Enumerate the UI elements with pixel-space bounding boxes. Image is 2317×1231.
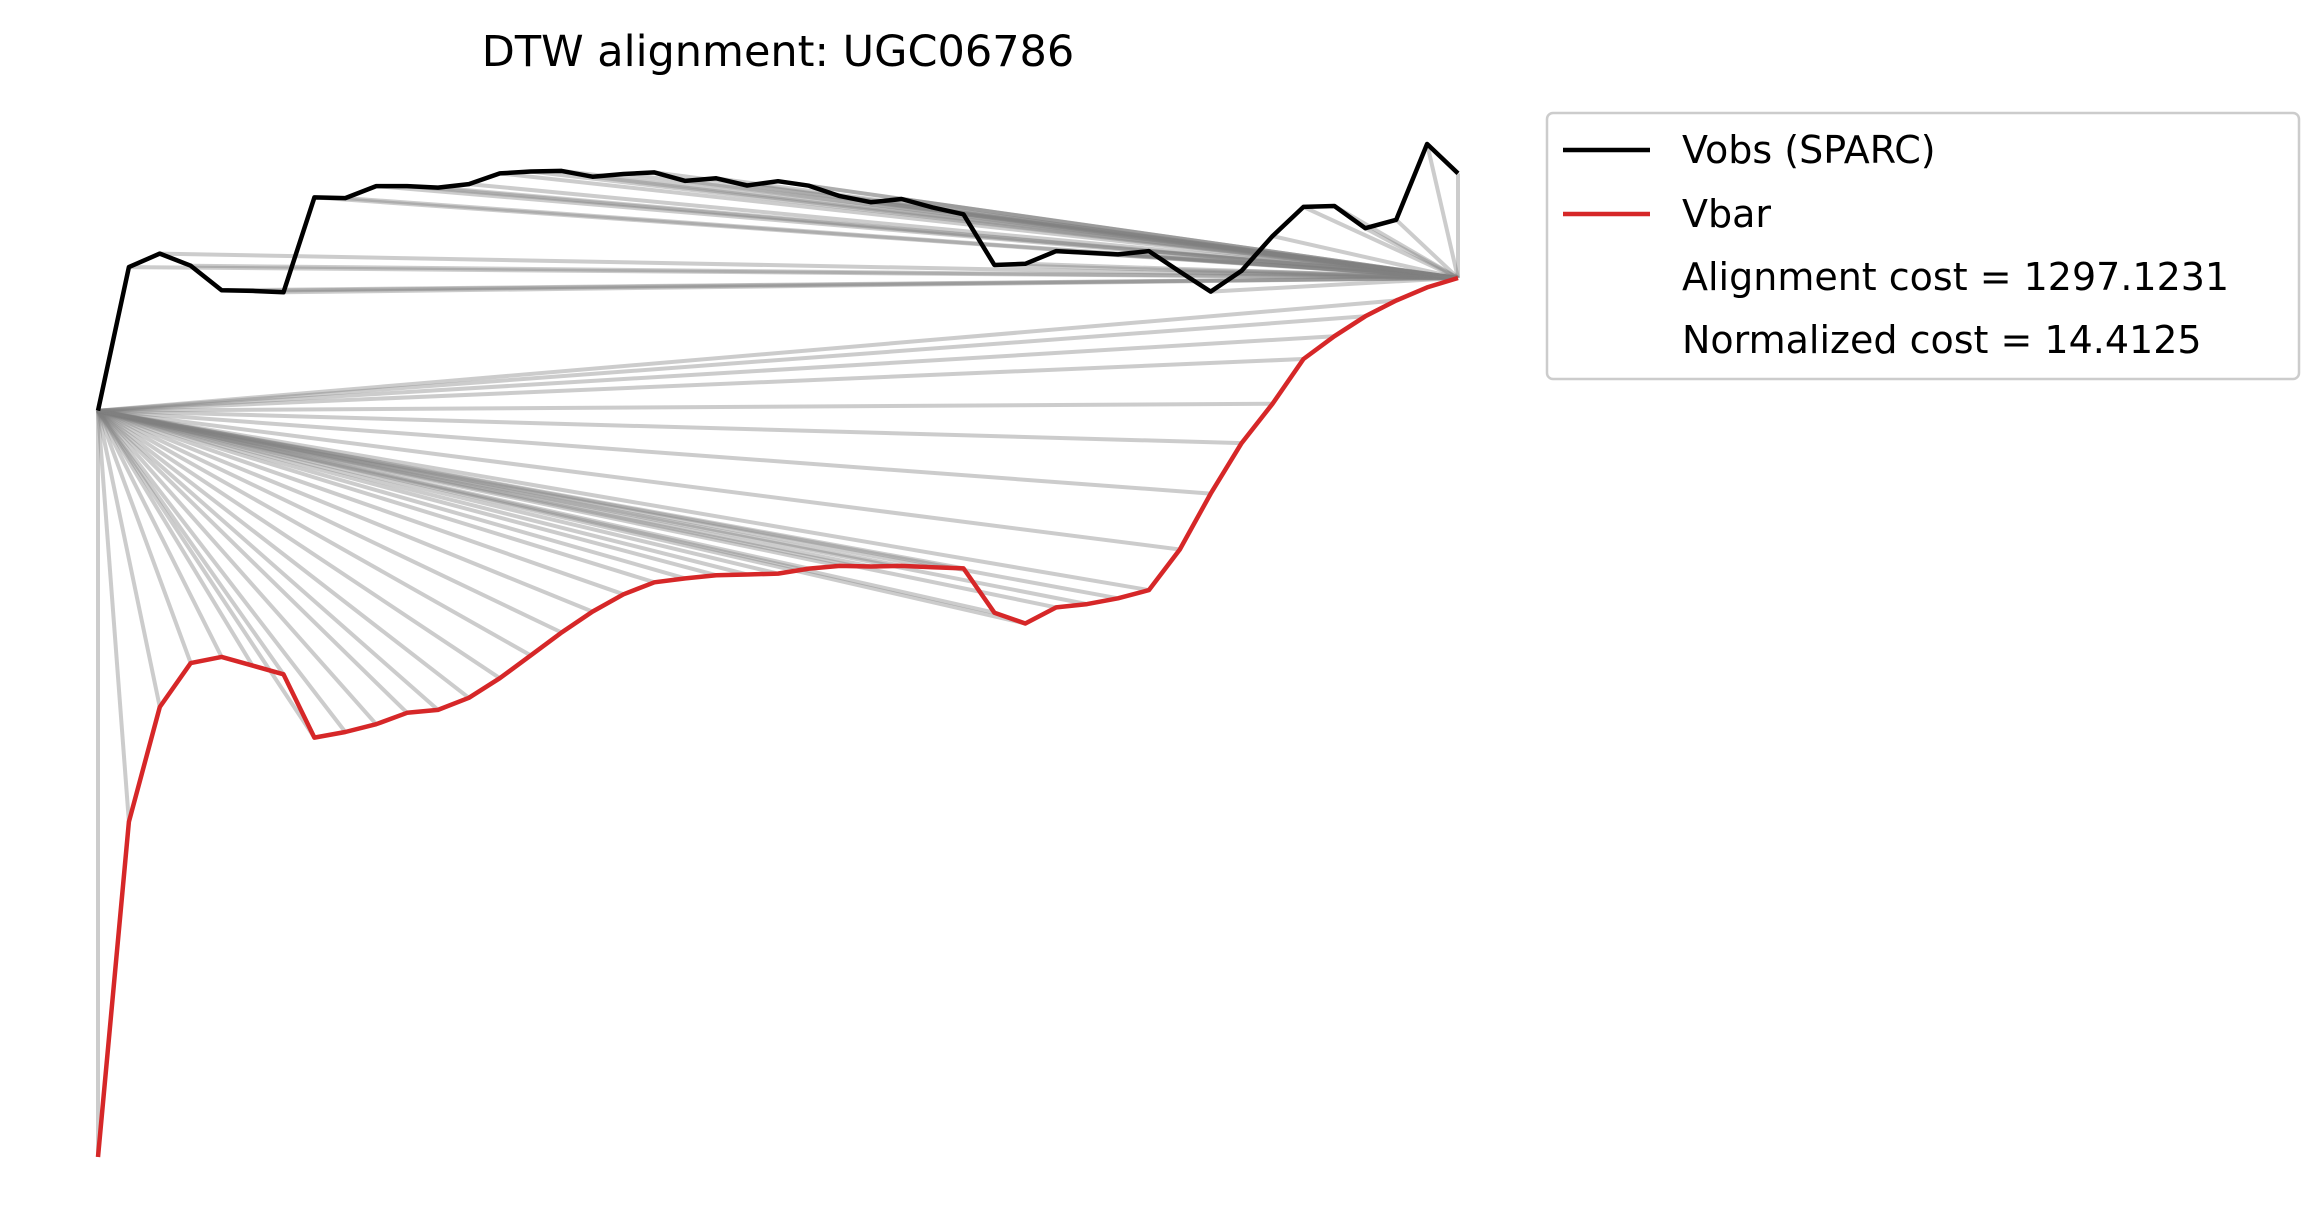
alignment-line-31 (97, 408, 1057, 610)
legend-box (1545, 111, 2301, 381)
alignment-line-7 (96, 409, 317, 739)
alignment-line-84 (1394, 218, 1460, 280)
alignment-line-81 (1302, 205, 1459, 280)
alignment-line-46 (221, 276, 1459, 293)
alignment-line-40 (97, 334, 1335, 413)
alignment-line-64 (777, 179, 1459, 280)
alignment-line-29 (97, 408, 995, 615)
alignment-line-47 (252, 276, 1459, 293)
series-line-vbar (95, 275, 1459, 1158)
alignment-line-38 (97, 401, 1273, 413)
alignment-line-32 (97, 408, 1088, 607)
alignment-line-53 (437, 185, 1459, 280)
alignment-line-27 (97, 408, 933, 570)
alignment-line-34 (97, 408, 1150, 593)
chart-title: DTW alignment: UGC06786 (482, 27, 1075, 77)
alignment-line-26 (97, 408, 902, 568)
alignment-line-30 (97, 408, 1026, 626)
alignment-line-52 (406, 184, 1459, 280)
alignment-line-5 (96, 409, 255, 667)
alignment-line-45 (190, 263, 1459, 280)
legend-alignment-cost: Alignment cost = 1297.1231 (1682, 255, 2229, 299)
series-lines (95, 141, 1460, 1158)
alignment-line-44 (159, 251, 1459, 280)
legend-label-vbar: Vbar (1682, 192, 1771, 236)
alignment-lines (96, 143, 1460, 1157)
alignment-line-25 (97, 408, 872, 569)
alignment-line-75 (1117, 252, 1459, 280)
alignment-line-48 (283, 276, 1459, 295)
alignment-line-21 (97, 408, 748, 577)
alignment-line-36 (97, 408, 1211, 496)
alignment-line-4 (96, 409, 224, 658)
legend-normalized-cost: Normalized cost = 14.4125 (1682, 318, 2202, 362)
alignment-line-55 (499, 171, 1459, 280)
alignment-line-69 (932, 205, 1459, 280)
alignment-line-71 (994, 263, 1459, 280)
alignment-line-74 (1086, 250, 1459, 280)
alignment-line-83 (1364, 226, 1459, 280)
alignment-line-85 (1425, 143, 1460, 279)
alignment-line-80 (1272, 234, 1459, 280)
alignment-line-6 (96, 409, 286, 676)
alignment-line-42 (97, 298, 1397, 413)
alignment-line-15 (97, 408, 563, 635)
alignment-line-54 (468, 182, 1459, 280)
alignment-line-82 (1333, 204, 1460, 280)
legend: Vobs (SPARC) Vbar Alignment cost = 1297.… (1545, 111, 2301, 381)
alignment-line-1 (96, 410, 131, 822)
alignment-line-23 (97, 408, 810, 571)
alignment-line-12 (96, 409, 471, 700)
alignment-line-60 (654, 170, 1459, 280)
alignment-line-58 (592, 174, 1459, 280)
alignment-line-50 (345, 196, 1459, 280)
alignment-line-24 (97, 408, 841, 568)
alignment-line-61 (685, 178, 1459, 280)
alignment-line-35 (97, 408, 1181, 552)
alignment-line-37 (97, 408, 1242, 446)
alignment-line-22 (97, 408, 779, 576)
alignment-line-9 (96, 409, 378, 726)
alignment-line-79 (1241, 268, 1459, 280)
alignment-line-41 (97, 314, 1366, 413)
alignment-line-28 (97, 408, 964, 571)
alignment-line-14 (97, 408, 532, 658)
alignment-line-68 (901, 197, 1459, 280)
alignment-line-18 (97, 408, 655, 585)
alignment-line-77 (1179, 269, 1459, 280)
alignment-line-51 (376, 184, 1459, 280)
alignment-line-17 (97, 408, 625, 597)
alignment-line-19 (97, 408, 686, 581)
alignment-line-59 (623, 172, 1459, 280)
alignment-line-10 (96, 409, 409, 715)
alignment-line-56 (530, 169, 1459, 280)
alignment-line-49 (314, 195, 1459, 280)
alignment-line-2 (96, 410, 162, 708)
legend-label-vobs: Vobs (SPARC) (1682, 128, 1936, 172)
alignment-line-13 (96, 409, 501, 680)
alignment-line-78 (1210, 276, 1459, 294)
series-line-vobs (95, 141, 1460, 412)
alignment-line-3 (96, 410, 193, 664)
alignment-line-8 (96, 409, 347, 734)
alignment-line-57 (561, 168, 1459, 280)
alignment-line-39 (97, 357, 1304, 413)
alignment-line-76 (1148, 249, 1459, 280)
alignment-line-20 (97, 408, 717, 578)
alignment-line-67 (870, 200, 1459, 280)
alignment-line-16 (97, 408, 594, 614)
alignment-line-11 (96, 409, 440, 712)
alignment-line-70 (963, 212, 1459, 280)
